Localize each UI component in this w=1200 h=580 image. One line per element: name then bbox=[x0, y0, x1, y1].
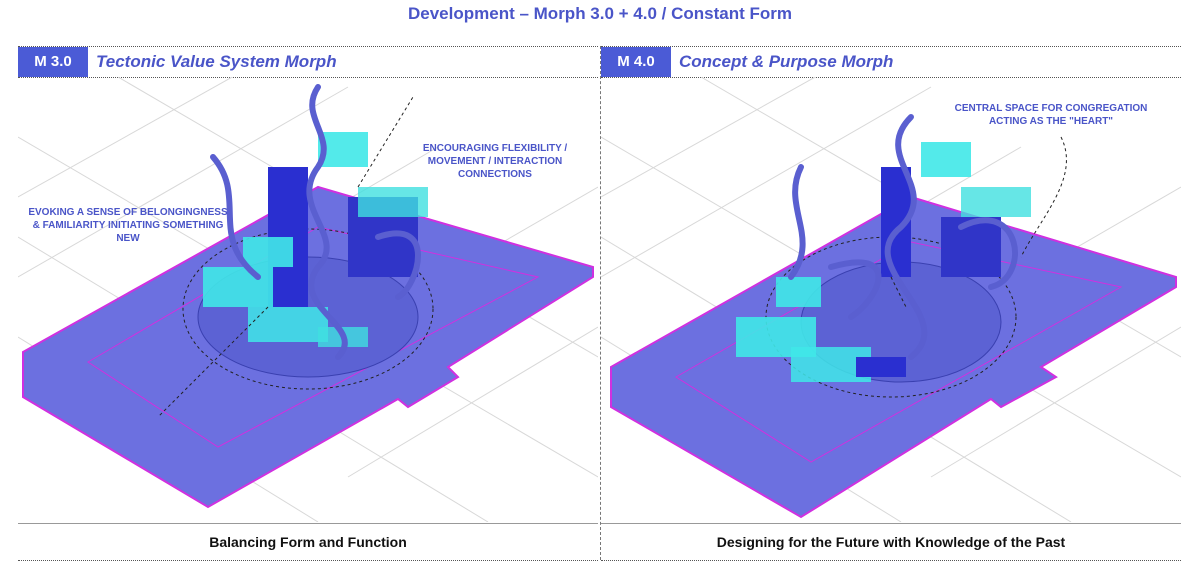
ribbon bbox=[788, 114, 1018, 360]
panel-heading: Tectonic Value System Morph bbox=[96, 52, 337, 71]
version-tag: M 3.0 bbox=[18, 47, 88, 77]
panel-morph-3: M 3.0 Tectonic Value System Morph ENCOUR… bbox=[18, 46, 598, 561]
panel-caption: Balancing Form and Function bbox=[18, 523, 598, 561]
annotation-belongingness: EVOKING A SENSE OF BELONGINGNESS & FAMIL… bbox=[28, 207, 228, 244]
morph-3-isometric-diagram bbox=[18, 77, 598, 522]
panel-caption: Designing for the Future with Knowledge … bbox=[601, 523, 1181, 561]
page-title: Development – Morph 3.0 + 4.0 / Constant… bbox=[408, 4, 792, 23]
blocks bbox=[736, 142, 1031, 382]
panel-header: M 3.0 Tectonic Value System Morph bbox=[18, 46, 598, 78]
blocks bbox=[203, 132, 428, 347]
ribbon bbox=[210, 84, 421, 360]
annotation-central-space: CENTRAL SPACE FOR CONGREGATION ACTING AS… bbox=[954, 103, 1148, 127]
morph-4-isometric-diagram bbox=[601, 77, 1181, 522]
annotation-flexibility: ENCOURAGING FLEXIBILITY / MOVEMENT / INT… bbox=[422, 143, 568, 180]
panel-header: M 4.0 Concept & Purpose Morph bbox=[601, 46, 1181, 78]
panel-morph-4: M 4.0 Concept & Purpose Morph CENTRAL SP… bbox=[600, 46, 1181, 561]
version-tag: M 4.0 bbox=[601, 47, 671, 77]
panel-heading: Concept & Purpose Morph bbox=[679, 52, 894, 71]
